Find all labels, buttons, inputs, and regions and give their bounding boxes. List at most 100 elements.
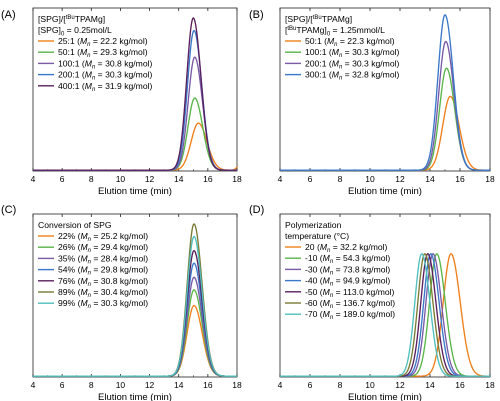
legend-mn-sub: n [330, 270, 334, 276]
legend-paren: ( [317, 287, 322, 297]
panel-3: (D) 4 6 8 10 12 14 16 18 Elution time (min) Polyme… [249, 204, 495, 401]
legend-eq: = [333, 287, 343, 297]
legend-mn-symbol: M [323, 298, 331, 308]
legend-mn-symbol: M [80, 276, 88, 286]
x-tick-label: 6 [60, 380, 65, 390]
legend-entry: -50 (Mn = 113.0 kg/mol) [305, 287, 395, 299]
legend-entry: 26% (Mn = 29.4 kg/mol) [58, 242, 148, 254]
series-line-6 [33, 235, 237, 377]
legend-mn-value: 29.4 [101, 242, 118, 252]
legend-ratio: -10 [305, 253, 318, 263]
legend-paren: ( [322, 36, 327, 46]
legend-entry: -40 (Mn = 94.9 kg/mol) [305, 276, 390, 288]
legend-eq: = [342, 58, 352, 68]
legend-ratio: 100:1 [305, 47, 327, 57]
x-tick-label: 12 [395, 380, 405, 390]
legend-mn-sub: n [88, 248, 92, 254]
legend-mn-value: 30.3 [352, 58, 369, 68]
x-tick-label: 6 [60, 174, 65, 184]
legend-mn-sub: n [92, 64, 96, 70]
x-axis-title: Elution time (min) [98, 392, 172, 401]
legend-mn-value: 29.8 [101, 265, 118, 275]
legend-ratio: 99% [58, 298, 76, 308]
legend-mn-value: 22.3 [347, 36, 364, 46]
legend-mn-symbol: M [80, 47, 88, 57]
legend-unit: kg/mol) [118, 287, 149, 297]
legend-mn-symbol: M [332, 70, 340, 80]
legend-mn-sub: n [339, 64, 343, 70]
legend-unit: kg/mol) [369, 47, 400, 57]
legend-unit: kg/mol) [365, 309, 396, 319]
legend-mn-sub: n [339, 76, 343, 82]
panel-label: (A) [1, 9, 16, 21]
legend-eq: = [342, 70, 352, 80]
legend-mn-value: 54.3 [343, 253, 360, 263]
legend-eq: = [95, 58, 105, 68]
x-tick-label: 14 [425, 174, 435, 184]
legend-unit: kg/mol) [360, 264, 391, 274]
legend-ratio: 89% [58, 287, 76, 297]
x-tick-label: 12 [145, 380, 155, 390]
legend-mn-sub: n [330, 282, 334, 288]
legend-entry: 54% (Mn = 29.8 kg/mol) [58, 265, 148, 277]
legend-ratio: 50:1 [58, 47, 75, 57]
legend-entry: 200:1 (Mn = 30.3 kg/mol) [58, 70, 153, 82]
legend-ratio: 300:1 [305, 70, 327, 80]
legend-eq: = [91, 36, 101, 46]
legend-mn-sub: n [88, 271, 92, 277]
legend-header-run: TPAMg] [296, 25, 326, 35]
legend-unit: kg/mol) [364, 36, 395, 46]
legend-header-run: Polymerization [285, 220, 342, 230]
x-tick-label: 18 [232, 380, 242, 390]
x-tick-label: 12 [145, 174, 155, 184]
legend-mn-symbol: M [85, 58, 93, 68]
legend-mn-symbol: M [80, 231, 88, 241]
legend-mn-sub: n [88, 259, 92, 265]
x-tick-label: 4 [31, 380, 36, 390]
legend-eq: = [95, 70, 105, 80]
legend-paren: ( [75, 287, 80, 297]
legend-mn-symbol: M [80, 265, 88, 275]
legend-unit: kg/mol) [369, 58, 400, 68]
legend-eq: = [333, 276, 343, 286]
legend-mn-symbol: M [323, 276, 331, 286]
x-tick-label: 18 [485, 380, 495, 390]
panel-label: (C) [1, 204, 16, 216]
legend-header-run: TPAMg] [75, 14, 105, 24]
legend-paren: ( [75, 265, 80, 275]
x-tick-label: 10 [365, 380, 375, 390]
legend-mn-value: 30.3 [105, 70, 122, 80]
legend-header-run: [SPG]/[ [38, 14, 66, 24]
legend-mn-symbol: M [80, 287, 88, 297]
legend-ratio: 200:1 [305, 58, 327, 68]
legend-header-run: = 0.25mol/L [64, 25, 112, 35]
legend-header-run: temperature (°C) [285, 231, 349, 241]
legend-unit: kg/mol) [118, 242, 149, 252]
legend-mn-value: 25.2 [101, 231, 118, 241]
legend-paren: ( [327, 70, 332, 80]
legend-paren: ( [327, 47, 332, 57]
x-tick-label: 16 [203, 174, 213, 184]
legend-mn-sub: n [87, 42, 91, 48]
legend-mn-symbol: M [323, 309, 331, 319]
x-tick-label: 16 [203, 380, 213, 390]
legend-paren: ( [75, 47, 80, 57]
legend-paren: ( [317, 298, 322, 308]
x-tick-label: 14 [425, 380, 435, 390]
legend-entry: -10 (Mn = 54.3 kg/mol) [305, 253, 390, 265]
legend-unit: kg/mol) [118, 265, 149, 275]
legend-ratio: -40 [305, 276, 318, 286]
legend-mn-value: 136.7 [343, 298, 365, 308]
legend-paren: ( [317, 264, 322, 274]
legend-eq: = [91, 231, 101, 241]
x-tick-label: 8 [89, 174, 94, 184]
legend-ratio: -50 [305, 287, 318, 297]
legend-mn-sub: n [330, 259, 334, 265]
legend-entry: 300:1 (Mn = 32.8 kg/mol) [305, 70, 400, 82]
x-tick-label: 16 [455, 380, 465, 390]
legend-mn-sub: n [88, 237, 92, 243]
legend-eq: = [91, 298, 101, 308]
panel-label: (D) [249, 204, 264, 216]
legend-paren: ( [315, 242, 320, 252]
legend-paren: ( [317, 309, 322, 319]
